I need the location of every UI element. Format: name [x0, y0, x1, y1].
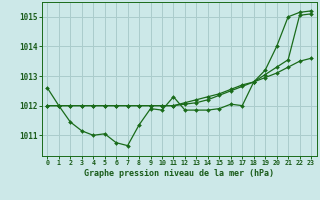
X-axis label: Graphe pression niveau de la mer (hPa): Graphe pression niveau de la mer (hPa)	[84, 169, 274, 178]
